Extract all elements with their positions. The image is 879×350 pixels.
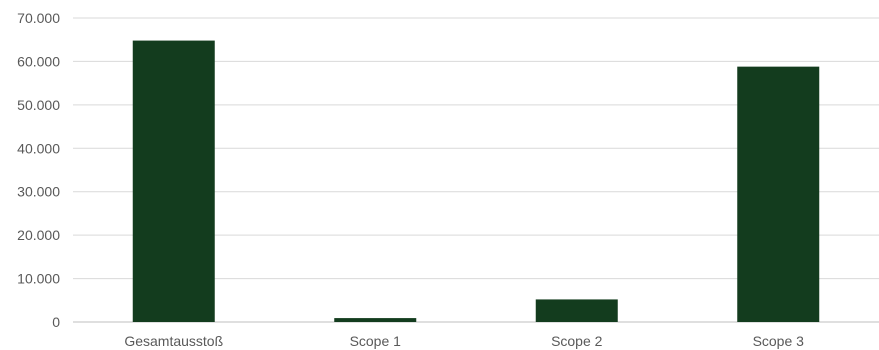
y-tick-label: 10.000 [17,271,60,287]
bar [132,40,215,322]
y-tick-label: 20.000 [17,227,60,243]
y-axis-tick-labels: 0 10.000 20.000 30.000 40.000 50.000 60.000 70.… [17,10,60,330]
bar [737,66,820,322]
x-category-label: Scope 1 [350,333,402,349]
y-tick-label: 30.000 [17,184,60,200]
x-category-label: Scope 3 [753,333,805,349]
x-category-label: Gesamtausstoß [124,333,223,349]
bar [535,299,618,322]
x-axis-category-labels: Gesamtausstoß Scope 1 Scope 2 Scope 3 [124,333,804,349]
y-tick-label: 50.000 [17,97,60,113]
x-category-label: Scope 2 [551,333,603,349]
bar [334,318,417,322]
y-tick-label: 60.000 [17,53,60,69]
bars [132,40,820,322]
y-tick-label: 70.000 [17,10,60,26]
y-tick-label: 40.000 [17,140,60,156]
y-tick-label: 0 [52,314,60,330]
